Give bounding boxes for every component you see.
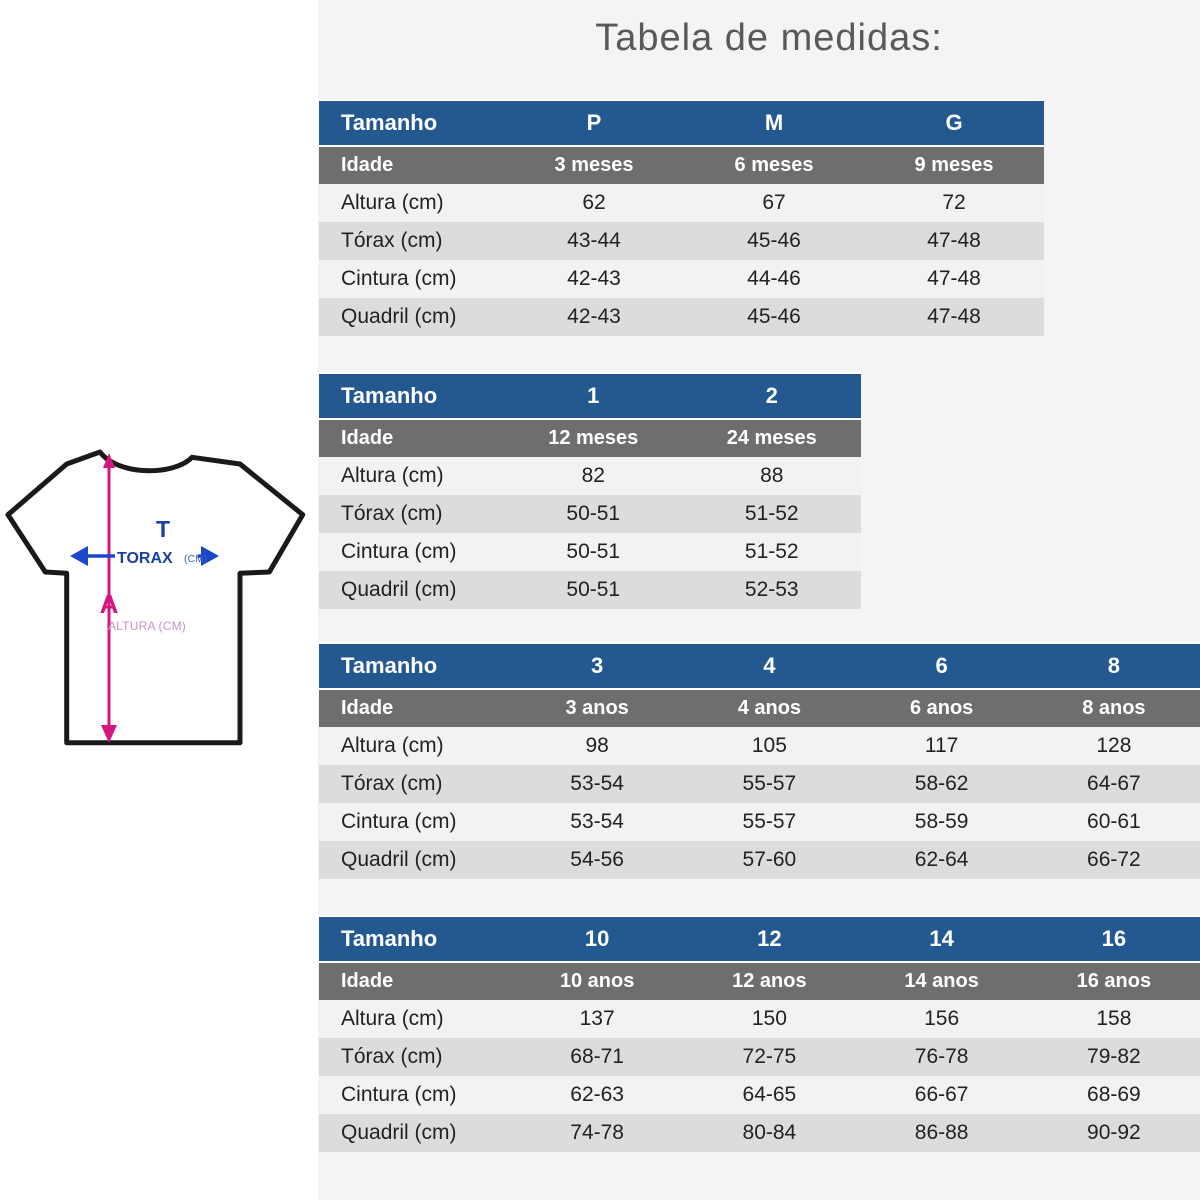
- svg-text:TORAX: TORAX: [117, 550, 173, 567]
- svg-text:(CM): (CM): [184, 553, 207, 565]
- svg-text:ALTURA (CM): ALTURA (CM): [108, 619, 186, 633]
- svg-text:T: T: [156, 516, 170, 542]
- svg-text:A: A: [100, 589, 119, 619]
